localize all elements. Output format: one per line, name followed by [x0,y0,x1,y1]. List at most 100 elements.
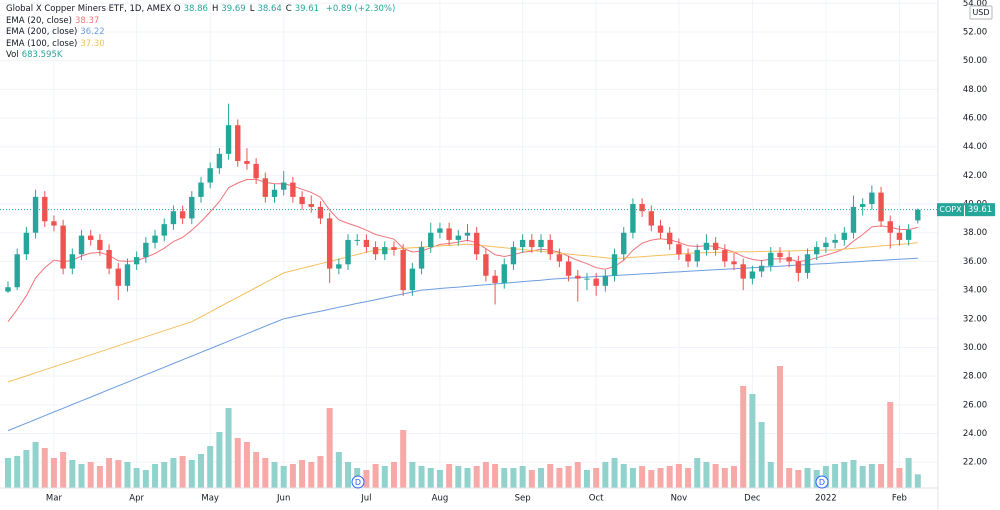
candle-body [326,218,333,269]
candle-body [878,192,884,222]
candle-body [575,275,581,279]
volume-bar [262,458,269,488]
candle-body [133,257,140,265]
candle-body [740,264,746,279]
volume-bar [69,460,76,488]
candle-body [621,232,627,255]
volume-bar [253,452,260,488]
candle-body [896,232,903,240]
legend-value: 36.22 [80,27,105,37]
volume-bar [887,402,894,488]
ohlc-label: L [249,4,255,14]
volume-bar [299,460,306,488]
volume-bar [446,464,453,488]
candle-body [106,249,112,269]
volume-bar [60,452,67,488]
volume-bar [611,458,618,488]
volume-bar [197,454,204,488]
candle-body [657,225,664,233]
candle-body [179,211,186,219]
candle-body [666,232,673,245]
candle-body [78,235,85,255]
candle-body [492,275,498,283]
volume-bar [381,466,388,488]
candle-body [648,211,654,226]
legend-row: EMA (20, close) 38.37 [6,16,395,28]
volume-bar [905,458,912,488]
candle-body [372,247,379,255]
candle-body [510,247,517,265]
candle-body [290,182,296,197]
candle-body [676,244,682,255]
candle-body [832,239,838,243]
volume-bar [758,422,765,488]
volume-bar [179,456,186,488]
volume-bar [767,462,774,488]
volume-bar [795,470,802,488]
volume-bar [289,464,296,488]
candle-body [235,125,241,162]
volume-bar [152,464,159,488]
x-tick-label: May [201,494,219,504]
candle-body [529,239,535,248]
candle-body [547,239,553,255]
legend-value: 683.595K [21,50,63,60]
y-tick-label: 36.00 [963,257,987,267]
candle-body [437,228,443,233]
candle-body [253,163,259,179]
volume-bar [538,468,545,488]
candle-body [593,278,599,286]
volume-bar [326,408,333,488]
volume-bar [528,470,535,488]
volume-bar [161,462,168,488]
candle-body [345,239,351,265]
candle-body [814,247,820,255]
event-marker: D [815,475,829,489]
candle-body [88,235,94,240]
x-tick-label: Oct [589,494,604,504]
candle-body [473,232,480,255]
y-tick-label: 42.00 [963,171,987,181]
volume-bar [170,458,177,488]
candle-body [611,254,618,276]
volume-bar [914,474,921,488]
y-tick-label: 44.00 [963,142,987,152]
candle-body [768,252,774,266]
x-tick-label: Apr [129,494,144,504]
candle-body [758,265,765,272]
volume-bar [776,366,783,488]
candle-body [428,232,434,248]
volume-bar [804,468,811,488]
volume-bar [565,466,572,488]
change: +0.89 (+2.30%) [325,4,396,14]
y-tick-label: 30.00 [963,343,987,353]
symbol-tag-bg [937,203,964,217]
volume-bar [243,442,250,488]
volume-bar [133,468,140,488]
price-tag: 39.61 [968,205,992,215]
candle-body [639,204,645,212]
y-tick-label: 54.00 [963,0,987,9]
legend-name: EMA (20, close) [6,15,72,26]
y-tick-label: 34.00 [963,286,987,296]
legend-row: EMA (100, close) 37.30 [6,39,395,51]
ohlc-value: 38.64 [257,4,282,14]
candle-body [60,225,66,269]
y-tick-label: 24.00 [963,429,987,439]
legend-header: Global X Copper Miners ETF, 1D, AMEX O 38… [6,4,395,16]
volume-bar [436,470,443,488]
candle-body [198,182,204,197]
candle-body [391,247,397,250]
legend-value: 37.30 [80,38,105,49]
candle-body [915,209,921,221]
candle-body [519,239,526,248]
candle-body [317,206,324,219]
volume-bar [225,408,232,488]
volume-bar [115,460,122,488]
x-tick-label: Sep [515,494,531,504]
volume-bar [602,462,609,488]
candle-body [51,221,57,226]
volume-bar [14,456,21,488]
volume-bar [721,468,728,488]
legend-name: EMA (200, close) [6,27,78,37]
